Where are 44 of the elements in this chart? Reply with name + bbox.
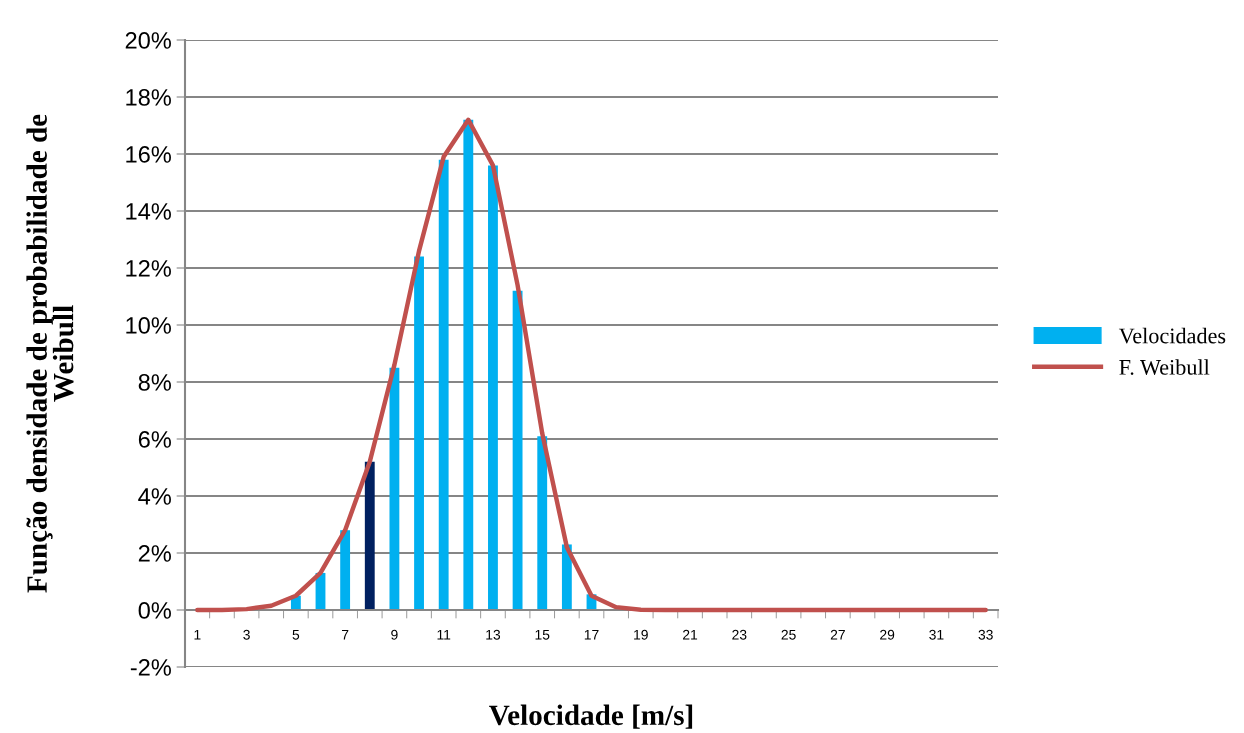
y-tick-label: 4% [138, 488, 171, 505]
y-tick-label: 16% [126, 146, 171, 163]
y-tick-label: 20% [125, 32, 171, 49]
x-tick-label: 7 [341, 629, 349, 640]
bar [488, 165, 498, 610]
legend-label: F. Weibull [1119, 359, 1210, 375]
x-tick-label: 31 [929, 629, 944, 640]
y-tick-label: 2% [138, 545, 171, 562]
x-tick-label: 29 [880, 629, 895, 640]
x-tick-label: 33 [978, 629, 993, 640]
y-axis-title: Função densidade de probabilidade de Weibull [26, 114, 74, 593]
x-tick-label: 15 [535, 629, 550, 640]
x-tick-label: 3 [243, 629, 250, 640]
y-tick-label: 12% [126, 260, 171, 277]
bar [463, 119, 474, 610]
x-tick-label: 9 [391, 629, 398, 640]
y-tick-label: 0% [138, 602, 171, 619]
y-tick-label: -2% [130, 659, 171, 676]
y-tick-label: 6% [138, 431, 171, 448]
bar [561, 544, 572, 610]
legend-label: Velocidades [1118, 327, 1226, 344]
x-tick-label: 1 [194, 629, 201, 640]
bar [414, 256, 424, 610]
bar [364, 461, 375, 610]
y-tick-label: 8% [138, 374, 171, 391]
y-tick-label: 10% [126, 317, 171, 334]
x-tick-label: 21 [683, 629, 698, 640]
bar [340, 530, 351, 610]
x-tick-label: 13 [486, 629, 501, 640]
x-tick-label: 25 [781, 629, 796, 640]
y-tick-label: 18% [126, 89, 171, 106]
y-tick-label: 14% [126, 203, 171, 220]
bar [537, 436, 548, 610]
line-series [195, 117, 988, 613]
bar [438, 159, 449, 610]
x-tick-label: 17 [584, 629, 599, 640]
x-tick-label: 27 [830, 629, 845, 640]
x-tick-label: 19 [634, 629, 648, 640]
x-tick-label: 23 [732, 629, 747, 640]
x-tick-label: 5 [292, 629, 300, 640]
x-axis-title: Velocidade [m/s] [489, 704, 693, 729]
bar [389, 367, 400, 610]
x-tick-label: 11 [437, 629, 451, 640]
bar [512, 290, 523, 610]
